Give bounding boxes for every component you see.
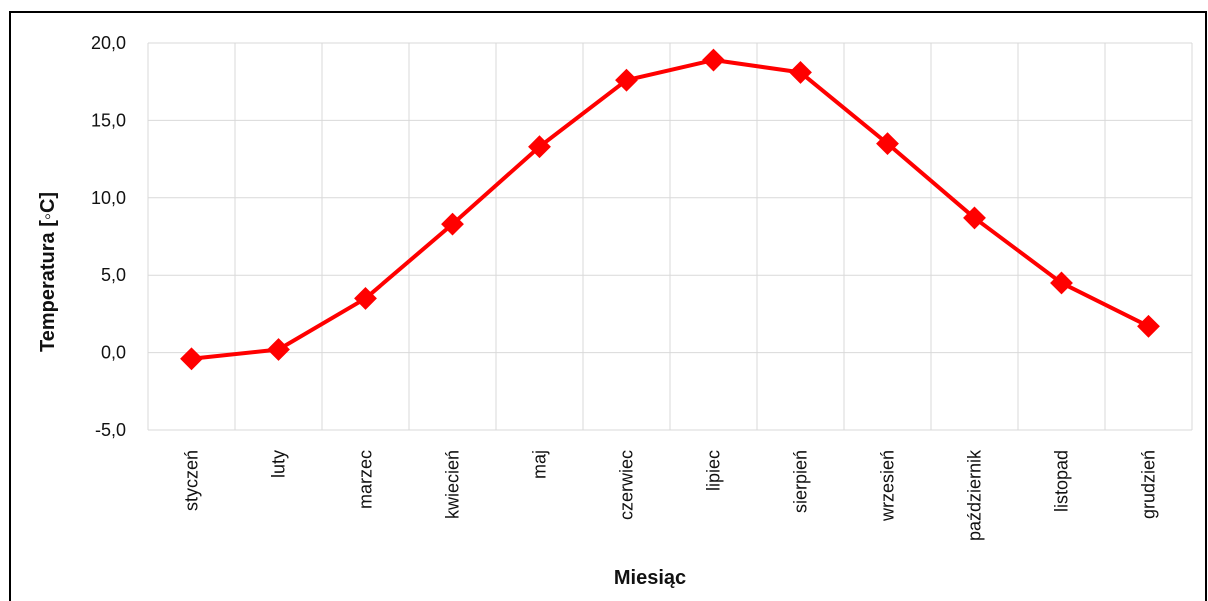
x-tick-label: sierpień bbox=[791, 450, 811, 513]
data-point bbox=[963, 206, 986, 230]
x-tick-label: styczeń bbox=[182, 450, 202, 511]
y-axis-ticks: 20,0 15,0 10,0 5,0 0,0 -5,0 bbox=[91, 33, 126, 440]
y-tick-label: 15,0 bbox=[91, 110, 126, 130]
chart-frame bbox=[9, 11, 1207, 601]
y-tick-label: 10,0 bbox=[91, 188, 126, 208]
data-point bbox=[267, 338, 290, 361]
data-point bbox=[1137, 314, 1160, 338]
y-tick-label: 5,0 bbox=[101, 265, 126, 285]
y-axis-title: Temperatura [◦C] bbox=[37, 192, 59, 352]
grid-lines bbox=[147, 42, 1193, 431]
data-point bbox=[876, 132, 899, 156]
x-tick-label: luty bbox=[269, 450, 289, 478]
x-axis-title: Miesiąc bbox=[614, 567, 686, 589]
x-tick-label: marzec bbox=[356, 450, 376, 509]
data-point bbox=[1050, 271, 1073, 295]
x-tick-label: czerwiec bbox=[617, 450, 637, 520]
x-tick-label: listopad bbox=[1052, 450, 1072, 512]
x-tick-label: wrzesień bbox=[878, 450, 898, 522]
x-axis-ticks: styczeń luty marzec kwiecień maj czerwiec lipi… bbox=[182, 449, 1159, 541]
data-point bbox=[354, 287, 377, 310]
temperature-series bbox=[180, 48, 1160, 371]
data-point bbox=[528, 135, 551, 159]
data-point bbox=[789, 60, 812, 84]
series-line bbox=[191, 58, 1150, 361]
y-tick-label: -5,0 bbox=[95, 420, 126, 440]
x-tick-label: październik bbox=[965, 449, 985, 541]
data-point bbox=[702, 48, 725, 72]
data-point bbox=[180, 347, 203, 371]
y-tick-label: 20,0 bbox=[91, 33, 126, 53]
data-point bbox=[441, 212, 464, 236]
x-tick-label: lipiec bbox=[704, 450, 724, 491]
data-point bbox=[615, 68, 638, 92]
x-tick-label: maj bbox=[530, 450, 550, 479]
x-tick-label: kwiecień bbox=[443, 450, 463, 519]
y-tick-label: 0,0 bbox=[101, 343, 126, 363]
x-tick-label: grudzień bbox=[1139, 450, 1159, 519]
